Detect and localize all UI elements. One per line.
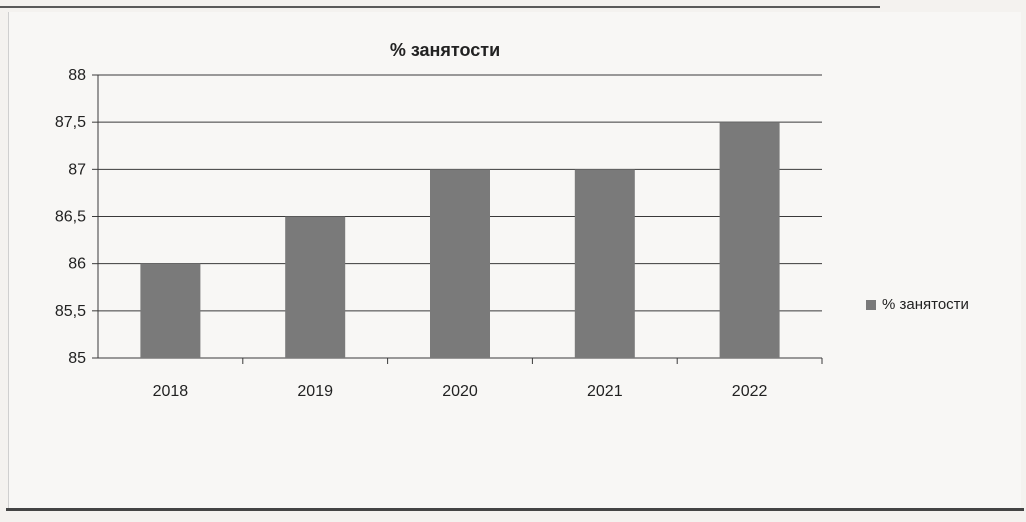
legend-label: % занятости: [882, 296, 969, 313]
y-tick-label: 87,5: [55, 114, 86, 131]
x-tick-label: 2018: [153, 383, 189, 400]
y-tick-label: 88: [68, 67, 86, 84]
x-tick-label: 2022: [732, 383, 768, 400]
chart-title: % занятости: [389, 40, 501, 60]
bar: [140, 263, 201, 358]
bar: [285, 216, 346, 358]
bar: [430, 169, 490, 358]
frame-top-border: [0, 0, 880, 8]
legend-swatch: [866, 299, 876, 310]
y-tick-label: 86: [68, 256, 86, 273]
chart-area: [8, 12, 1021, 510]
x-tick-label: 2021: [587, 383, 623, 400]
x-tick-label: 2020: [442, 383, 478, 400]
bar: [574, 169, 635, 358]
legend: % занятости: [866, 296, 969, 313]
frame-bottom-border: [6, 508, 1024, 511]
y-tick-label: 87: [68, 161, 86, 178]
y-tick-label: 85,5: [55, 303, 86, 320]
x-tick-label: 2019: [297, 383, 333, 400]
y-tick-label: 85: [68, 350, 86, 367]
bar: [719, 122, 780, 359]
y-tick-label: 86,5: [55, 209, 86, 226]
